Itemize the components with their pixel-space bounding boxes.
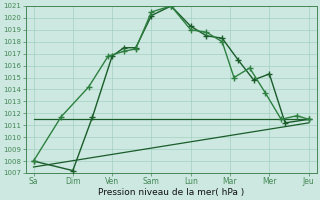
X-axis label: Pression niveau de la mer( hPa ): Pression niveau de la mer( hPa ) bbox=[98, 188, 244, 197]
